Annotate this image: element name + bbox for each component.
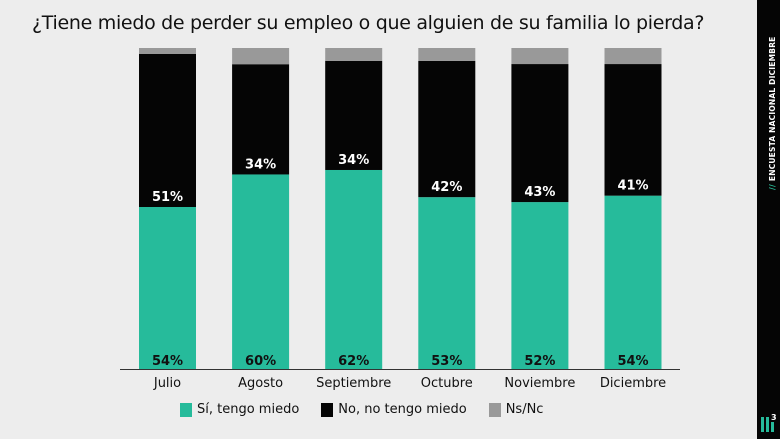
- bar-segment-no: [325, 60, 383, 170]
- legend-swatch-nsnc: [488, 402, 501, 417]
- legend-item-nsnc: Ns/Nc: [488, 402, 544, 417]
- legend: Sí, tengo miedo No, no tengo miedo Ns/Nc: [180, 402, 565, 417]
- bar-segment-no: [511, 64, 569, 203]
- legend-swatch-si: [180, 402, 192, 417]
- chart-title: ¿Tiene miedo de perder su empleo o que a…: [32, 12, 705, 34]
- data-label-si: 62%: [338, 354, 369, 369]
- bar-segment-no: [418, 60, 476, 198]
- data-label-no: 51%: [152, 190, 183, 205]
- sidebar-label: //ENCUESTA NACIONAL DICIEMBRE: [768, 36, 777, 191]
- data-label-si: 52%: [524, 354, 555, 369]
- bar-segment-nsnc: [232, 48, 290, 65]
- bar-segment-nsnc: [325, 48, 383, 61]
- bar-segment-no: [232, 64, 290, 175]
- data-label-si: 53%: [431, 354, 462, 369]
- legend-label-no: No, no tengo miedo: [338, 402, 467, 417]
- svg-text:3: 3: [771, 413, 777, 422]
- slash-icon: //: [768, 184, 777, 190]
- x-tick-label: Noviembre: [504, 376, 575, 391]
- data-label-no: 34%: [245, 157, 276, 172]
- data-label-si: 60%: [245, 354, 276, 369]
- legend-label-si: Sí, tengo miedo: [197, 402, 300, 417]
- data-label-no: 41%: [617, 179, 648, 194]
- x-tick-label: Septiembre: [316, 376, 391, 391]
- bar-segment-no: [604, 64, 662, 196]
- data-label-no: 34%: [338, 153, 369, 168]
- legend-item-si: Sí, tengo miedo: [180, 402, 299, 417]
- stacked-bar-chart: 54% 51% Julio 60% 34% Agosto 62% 34% Septiembre 5…: [120, 48, 680, 391]
- bar-segment-si: [418, 197, 476, 369]
- data-label-no: 43%: [524, 185, 555, 200]
- brand-logo-icon: 3: [761, 413, 777, 432]
- x-tick-label: Diciembre: [600, 376, 666, 391]
- bar-segment-si: [325, 169, 383, 369]
- bar-segment-no: [139, 54, 196, 207]
- bar-segment-si: [511, 202, 569, 369]
- bar-segment-nsnc: [139, 48, 196, 54]
- sidebar: //ENCUESTA NACIONAL DICIEMBRE: [757, 0, 780, 439]
- legend-swatch-no: [321, 402, 334, 417]
- legend-item-no: No, no tengo miedo: [321, 402, 467, 417]
- bar-segment-nsnc: [604, 48, 662, 65]
- data-label-si: 54%: [617, 354, 648, 369]
- bar-segment-si: [232, 174, 290, 369]
- data-label-si: 54%: [152, 354, 183, 369]
- x-tick-label: Octubre: [421, 376, 473, 391]
- data-label-no: 42%: [431, 180, 462, 195]
- x-tick-label: Agosto: [238, 376, 283, 391]
- bar-segment-si: [139, 207, 196, 369]
- bar-segment-nsnc: [418, 48, 476, 61]
- legend-label-nsnc: Ns/Nc: [505, 402, 544, 417]
- bar-segment-nsnc: [511, 48, 569, 65]
- x-tick-label: Julio: [153, 376, 181, 391]
- bar-segment-si: [604, 195, 662, 369]
